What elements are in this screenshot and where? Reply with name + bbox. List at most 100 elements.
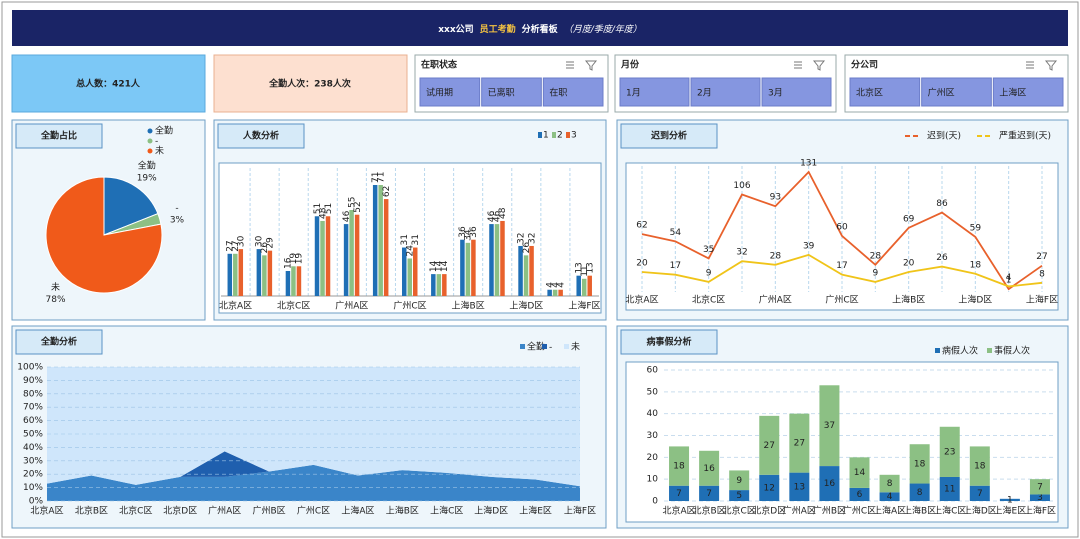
- data-label: 5: [736, 491, 742, 501]
- x-tick-label: 广州C区: [393, 300, 426, 312]
- legend-marker: [987, 348, 992, 353]
- slicer-item[interactable]: 已离职: [488, 87, 515, 99]
- bar-segment: [1029, 479, 1050, 495]
- legend-marker: [935, 348, 940, 353]
- y-tick-label: 60%: [23, 416, 43, 426]
- slicer-button[interactable]: [542, 77, 604, 107]
- data-label: 26: [936, 253, 948, 263]
- slicer-button[interactable]: [992, 77, 1064, 107]
- bar: [238, 249, 244, 296]
- header-part: 员工考勤: [480, 23, 516, 35]
- bar: [407, 258, 412, 296]
- data-label: 48: [498, 207, 508, 219]
- slicer-item[interactable]: 试用期: [426, 87, 453, 99]
- pie-slice: [103, 176, 159, 236]
- slicer-item[interactable]: 在职: [549, 87, 567, 99]
- bar: [413, 247, 418, 296]
- data-label: 31: [400, 234, 410, 245]
- header-part: （月度/季度/年度）: [564, 24, 642, 35]
- data-label: 18: [974, 462, 986, 472]
- slicer-button[interactable]: [921, 77, 992, 107]
- bar: [431, 274, 436, 296]
- data-label: 32: [527, 233, 537, 244]
- data-label: 4: [545, 282, 555, 288]
- legend-marker: [147, 148, 153, 154]
- data-label: 14: [440, 260, 450, 272]
- slicer-button[interactable]: [481, 77, 542, 107]
- slice-label: 全勤: [138, 160, 156, 172]
- slicer-item[interactable]: 上海区: [999, 87, 1026, 99]
- data-label: 59: [970, 223, 982, 233]
- legend-marker: [552, 132, 556, 138]
- x-tick-label: 广州A区: [335, 300, 368, 312]
- panel-title: 人数分析: [242, 130, 279, 142]
- slice-label: 未: [51, 281, 60, 293]
- slicer-item[interactable]: 3月: [768, 88, 783, 99]
- data-label: 7: [706, 489, 712, 499]
- x-tick-label: 上海F区: [564, 505, 596, 517]
- slicer-button[interactable]: [849, 77, 921, 107]
- slicer-button[interactable]: [619, 77, 690, 107]
- data-label: 3: [1037, 493, 1043, 503]
- y-tick-label: 100%: [17, 363, 43, 373]
- legend-marker: [566, 132, 570, 138]
- slicer-button[interactable]: [761, 77, 832, 107]
- x-tick-label: 广州B区: [813, 505, 846, 517]
- x-tick-label: 上海B区: [892, 294, 925, 306]
- data-label: 131: [800, 159, 817, 169]
- slicer-icon: [566, 60, 598, 71]
- y-tick-label: 40: [647, 409, 659, 419]
- legend-marker: [520, 344, 525, 349]
- y-tick-label: 20%: [23, 470, 43, 480]
- slicer-button[interactable]: [690, 77, 761, 107]
- slicer-item[interactable]: 北京区: [856, 87, 883, 99]
- data-label: 9: [706, 268, 712, 278]
- x-tick-label: 北京D区: [163, 505, 197, 517]
- data-label: 19: [295, 253, 305, 265]
- bar: [343, 224, 349, 296]
- x-tick-label: 广州A区: [208, 505, 241, 517]
- y-tick-label: 50: [647, 387, 659, 397]
- bar: [378, 185, 383, 296]
- bar: [576, 275, 581, 296]
- data-label: 9: [872, 268, 878, 278]
- legend-label: 病假人次: [942, 345, 978, 357]
- slicer-item[interactable]: 2月: [697, 88, 712, 99]
- bar: [552, 289, 558, 296]
- data-label: 20: [903, 258, 915, 268]
- kpi-text: 总人数：421人: [76, 78, 141, 90]
- data-label: 32: [736, 248, 747, 258]
- data-label: 93: [770, 193, 781, 203]
- x-tick-label: 上海C区: [933, 505, 966, 517]
- y-tick-label: 30: [647, 431, 659, 441]
- bar-segment: [879, 492, 900, 501]
- bar-segment: [909, 444, 930, 484]
- x-tick-label: 上海E区: [994, 505, 1027, 517]
- legend-label: 3: [571, 131, 577, 141]
- legend-label: 2: [557, 131, 563, 141]
- header-bar: [12, 10, 1068, 46]
- bar: [383, 199, 389, 296]
- x-tick-label: 上海F区: [1026, 294, 1058, 306]
- slicer-item[interactable]: 1月: [626, 88, 641, 99]
- bar-segment: [819, 466, 840, 501]
- panel-title: 病事假分析: [646, 336, 691, 348]
- bar-segment: [969, 446, 990, 486]
- y-tick-label: 30%: [23, 456, 43, 466]
- bar: [489, 224, 494, 296]
- data-label: 11: [944, 484, 955, 494]
- slicer-item[interactable]: 广州区: [928, 87, 955, 99]
- data-label: 4: [1006, 273, 1012, 283]
- panel-title-box: [15, 329, 103, 355]
- data-label: 71: [376, 172, 386, 183]
- y-tick-label: 10%: [23, 483, 43, 493]
- header-part: xxx公司: [438, 24, 473, 35]
- data-label: 28: [870, 251, 882, 261]
- legend-marker: [542, 344, 547, 349]
- slicer-button[interactable]: [419, 77, 481, 107]
- bar: [494, 224, 500, 296]
- area: [47, 464, 580, 501]
- bar-segment: [759, 415, 780, 475]
- x-tick-label: 北京C区: [277, 300, 310, 312]
